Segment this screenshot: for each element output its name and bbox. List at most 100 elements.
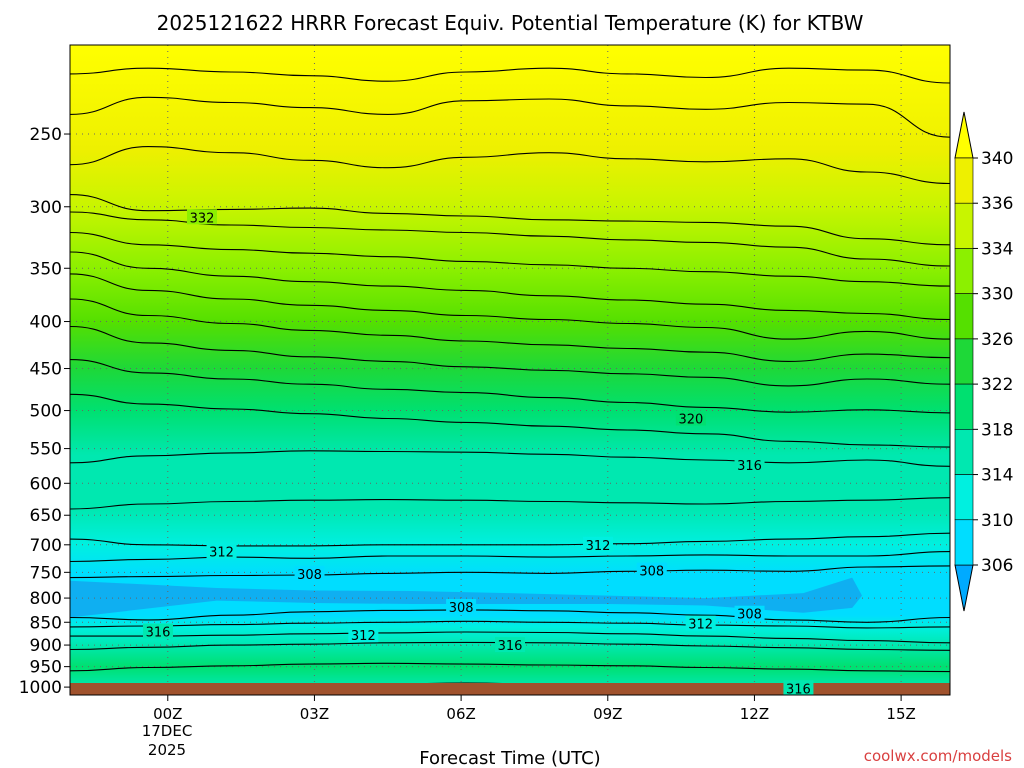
colorbar-label-326: 326 — [981, 330, 1013, 350]
contour-label-bg-7 — [446, 598, 477, 614]
colorbar-label-334: 334 — [981, 239, 1013, 259]
chart-title: 2025121622 HRRR Forecast Equiv. Potentia… — [157, 11, 864, 35]
contour-312-18 — [70, 620, 950, 629]
colorbar-band-7 — [954, 474, 974, 521]
contour-338-1 — [70, 96, 950, 138]
contour-label-7: 308 — [449, 601, 474, 616]
contour-label-bg-11 — [143, 623, 173, 639]
y-tick-label-1000: 1000 — [19, 678, 62, 698]
colorbar-label-318: 318 — [981, 420, 1013, 440]
contour-336-2 — [70, 146, 950, 185]
contour-labels: 332 320 316 312 312 308 308 308 308 312 312 316 316 3… — [143, 209, 814, 697]
contour-label-bg-4 — [583, 536, 613, 552]
contour-label-bg-3 — [206, 543, 237, 559]
y-tick-label-600: 600 — [30, 474, 62, 494]
colorbar-band-5 — [954, 383, 974, 430]
plot-area — [70, 45, 950, 695]
y-tick-label-800: 800 — [30, 589, 62, 609]
colorbar-bottom-arrow — [954, 564, 974, 612]
contour-label-6: 308 — [639, 565, 664, 580]
temperature-field — [70, 45, 950, 695]
y-tick-label-750: 750 — [30, 563, 62, 583]
low-level-cold-tongue — [70, 577, 862, 618]
contour-label-1: 320 — [678, 412, 703, 427]
contour-label-3: 312 — [209, 546, 234, 561]
y-tick-label-900: 900 — [30, 636, 62, 656]
y-tick-label-700: 700 — [30, 536, 62, 556]
colorbar-top-arrow — [954, 111, 974, 159]
contour-label-10: 312 — [688, 618, 713, 633]
contour-340-0 — [70, 67, 950, 84]
credit-text: coolwx.com/models — [864, 747, 1012, 765]
x-axis-label: Forecast Time (UTC) — [419, 748, 600, 768]
contour-label-bg-6 — [636, 562, 667, 578]
contour-label-bg-9 — [348, 627, 379, 643]
contour-label-bg-12 — [495, 637, 525, 653]
contour-label-bg-0 — [187, 209, 217, 225]
colorbar-band-6 — [954, 429, 974, 475]
y-tick-label-950: 950 — [30, 658, 62, 678]
contour-label-13: 316 — [786, 682, 811, 697]
x-axis: 00Z 03Z 06Z 09Z 12Z 15Z — [153, 695, 916, 723]
contour-label-0: 332 — [190, 211, 215, 226]
y-tick-label-450: 450 — [30, 360, 62, 380]
contour-label-2: 316 — [737, 459, 762, 474]
x-tick-label-4: 12Z — [740, 705, 769, 723]
colorbar: 340 336 334 330 326 322 318 314 310 306 — [954, 111, 1013, 612]
contour-label-5: 308 — [297, 568, 322, 583]
contour-label-bg-13 — [783, 680, 814, 696]
colorbar-band-8 — [954, 519, 974, 566]
colorbar-band-3 — [954, 293, 974, 340]
colorbar-label-306: 306 — [981, 556, 1013, 576]
grid-lines — [70, 45, 950, 695]
y-tick-label-400: 400 — [30, 313, 62, 333]
y-tick-label-850: 850 — [30, 613, 62, 633]
contour-label-bg-1 — [675, 410, 706, 426]
contour-320-10 — [70, 359, 950, 414]
colorbar-label-340: 340 — [981, 149, 1013, 169]
x-tick-label-1: 03Z — [300, 705, 329, 723]
x-tick-label-5: 15Z — [886, 705, 915, 723]
x-date-line-1: 17DEC — [142, 722, 193, 740]
contour-318-21 — [70, 662, 950, 673]
contour-314-19 — [70, 631, 950, 644]
colorbar-label-336: 336 — [981, 194, 1013, 214]
colorbar-band-4 — [954, 338, 974, 385]
x-tick-label-3: 09Z — [593, 705, 622, 723]
x-date-line-2: 2025 — [148, 741, 186, 759]
contour-label-8: 308 — [737, 608, 762, 623]
colorbar-band-0 — [954, 157, 974, 204]
x-tick-label-0: 00Z — [153, 705, 182, 723]
colorbar-label-322: 322 — [981, 375, 1013, 395]
colorbar-label-310: 310 — [981, 511, 1013, 531]
contour-label-bg-5 — [294, 565, 325, 581]
colorbar-label-314: 314 — [981, 466, 1013, 486]
contour-326-7 — [70, 273, 950, 340]
contour-322-9 — [70, 325, 950, 387]
contour-314-13 — [70, 497, 950, 510]
contour-308-16 — [70, 565, 950, 579]
y-axis: 250 300 350 400 450 500 550 600 650 700 750 800 850 9… — [19, 125, 70, 698]
y-tick-label-350: 350 — [30, 259, 62, 279]
x-tick-label-2: 06Z — [446, 705, 475, 723]
ground-strip — [70, 683, 950, 695]
contour-318-11 — [70, 393, 950, 448]
y-tick-label-300: 300 — [30, 198, 62, 218]
contour-label-9: 312 — [351, 629, 376, 644]
colorbar-band-2 — [954, 248, 974, 294]
colorbar-label-330: 330 — [981, 285, 1013, 305]
y-tick-label-650: 650 — [30, 506, 62, 526]
contour-label-4: 312 — [586, 539, 611, 554]
contour-330-5 — [70, 231, 950, 287]
plot-frame — [69, 44, 951, 696]
contour-label-bg-2 — [734, 456, 765, 472]
y-tick-label-250: 250 — [30, 125, 62, 145]
contour-lines — [70, 67, 950, 692]
contour-label-bg-8 — [734, 605, 765, 621]
contour-328-6 — [70, 251, 950, 321]
contour-label-11: 316 — [146, 626, 171, 641]
y-tick-label-500: 500 — [30, 402, 62, 422]
contour-310-17 — [70, 609, 950, 623]
y-tick-label-550: 550 — [30, 440, 62, 460]
